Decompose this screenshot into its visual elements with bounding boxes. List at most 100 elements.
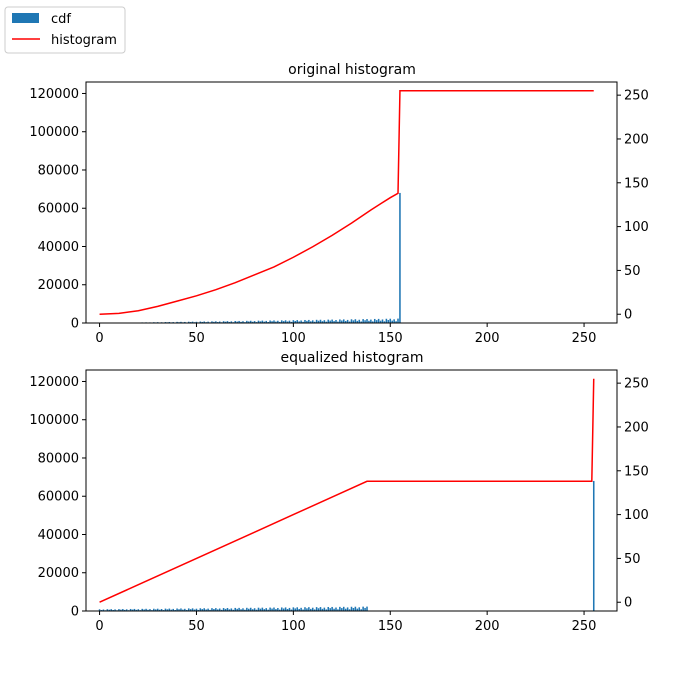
- histogram-bar: [255, 609, 258, 611]
- histogram-bar: [199, 321, 202, 323]
- histogram-bar: [296, 320, 299, 323]
- histogram-bar: [315, 319, 318, 323]
- histogram-bar: [319, 607, 322, 611]
- histogram-bar: [112, 609, 114, 611]
- secondary-y-tick-label: 200: [624, 420, 649, 435]
- histogram-bar: [191, 321, 194, 323]
- histogram-bar: [184, 608, 186, 611]
- left-y-axis: 0 20000 40000 60000 80000 100000 120000: [29, 87, 86, 332]
- histogram-bar: [310, 608, 312, 611]
- x-tick-label: 100: [281, 331, 306, 346]
- histogram-bar: [246, 320, 248, 323]
- y-tick-label: 0: [71, 317, 79, 332]
- histogram-bar: [189, 609, 192, 611]
- histogram-bar: [279, 321, 281, 323]
- histogram-bar: [172, 608, 174, 611]
- histogram-bar: [341, 608, 343, 611]
- histogram-bar: [253, 608, 256, 611]
- histogram-bar: [98, 609, 101, 611]
- left-y-axis: 0 20000 40000 60000 80000 100000 120000: [29, 375, 86, 620]
- axes-frame: [85, 81, 618, 324]
- histogram-bar: [234, 607, 236, 611]
- histogram-bar: [228, 321, 231, 323]
- histogram-bar: [280, 320, 283, 323]
- histogram-bar: [263, 609, 266, 611]
- histogram-bar: [242, 321, 244, 323]
- histogram-bar: [360, 609, 362, 611]
- secondary-y-tick-label: 0: [624, 596, 632, 611]
- y-tick-label: 20000: [38, 566, 79, 581]
- histogram-bar: [395, 321, 397, 323]
- histogram-bar: [308, 607, 310, 611]
- histogram-bar: [238, 607, 240, 611]
- histogram-bar: [277, 320, 279, 323]
- y-tick-label: 80000: [38, 451, 79, 466]
- histogram-bar: [201, 609, 204, 611]
- chart-equalized-histogram: equalized histogram 02000040000600008000…: [29, 350, 648, 634]
- histogram-bar: [344, 321, 347, 323]
- y-tick-label: 100000: [29, 125, 79, 140]
- histogram-bar: [224, 321, 227, 323]
- histogram-bar: [187, 321, 190, 323]
- histogram-bars: [98, 480, 595, 611]
- histogram-bar: [118, 609, 120, 611]
- histogram-bar: [122, 609, 124, 611]
- histogram-bar: [352, 608, 355, 611]
- histogram-bar: [313, 609, 316, 611]
- histogram-bar: [129, 608, 132, 611]
- histogram-bar: [215, 321, 217, 323]
- secondary-y-tick-label: 100: [624, 220, 649, 235]
- cdf-line: [99, 378, 595, 603]
- histogram-bar: [348, 321, 351, 323]
- histogram-bar: [213, 608, 215, 611]
- histogram-bar: [288, 320, 291, 323]
- histogram-bar: [370, 319, 372, 323]
- histogram-bar: [339, 319, 341, 323]
- histogram-bar: [234, 321, 236, 323]
- x-tick-label: 200: [475, 619, 500, 634]
- histogram-bar: [300, 320, 302, 323]
- chart-original-histogram: original histogram 020000400006000080000…: [29, 62, 648, 346]
- histogram-bar: [354, 319, 357, 323]
- histogram-bar: [248, 321, 250, 323]
- histogram-bar: [393, 319, 395, 323]
- histogram-bar: [279, 609, 281, 611]
- y-tick-label: 120000: [29, 375, 79, 390]
- histogram-bar-peak: [399, 192, 401, 323]
- histogram-bar: [290, 609, 293, 611]
- x-tick-label: 250: [572, 331, 597, 346]
- histogram-bar: [131, 609, 134, 611]
- histogram-bar: [211, 321, 213, 323]
- histogram-bar: [391, 320, 393, 323]
- histogram-bar: [267, 609, 269, 611]
- histogram-bar: [164, 608, 167, 611]
- histogram-bar: [259, 321, 262, 323]
- histogram-bar: [176, 321, 178, 323]
- histogram-bar: [366, 319, 368, 323]
- histogram-bar: [389, 318, 392, 323]
- histogram-bar: [327, 606, 330, 611]
- histogram-bar: [284, 320, 287, 323]
- histogram-bar: [383, 321, 386, 323]
- histogram-bar: [218, 608, 221, 611]
- histogram-bar: [123, 609, 126, 611]
- histogram-bar: [350, 319, 353, 323]
- histogram-bar: [335, 320, 337, 323]
- histogram-bar: [224, 608, 227, 611]
- histogram-bar: [251, 609, 254, 611]
- histogram-bar: [246, 607, 248, 611]
- histogram-bar: [265, 608, 267, 611]
- histogram-bar: [108, 609, 111, 611]
- histogram-bar: [308, 319, 310, 323]
- histogram-bar: [337, 321, 339, 323]
- histogram-bar: [249, 607, 252, 611]
- histogram-bar: [273, 607, 275, 611]
- histogram-bar: [236, 321, 238, 323]
- histogram-bar: [180, 321, 182, 323]
- histogram-bar: [217, 609, 219, 611]
- legend-label-cdf: cdf: [51, 12, 71, 27]
- histogram-bar: [342, 319, 345, 323]
- histogram-bar: [209, 609, 211, 611]
- histogram-bar: [195, 608, 198, 611]
- histogram-bar: [218, 321, 221, 323]
